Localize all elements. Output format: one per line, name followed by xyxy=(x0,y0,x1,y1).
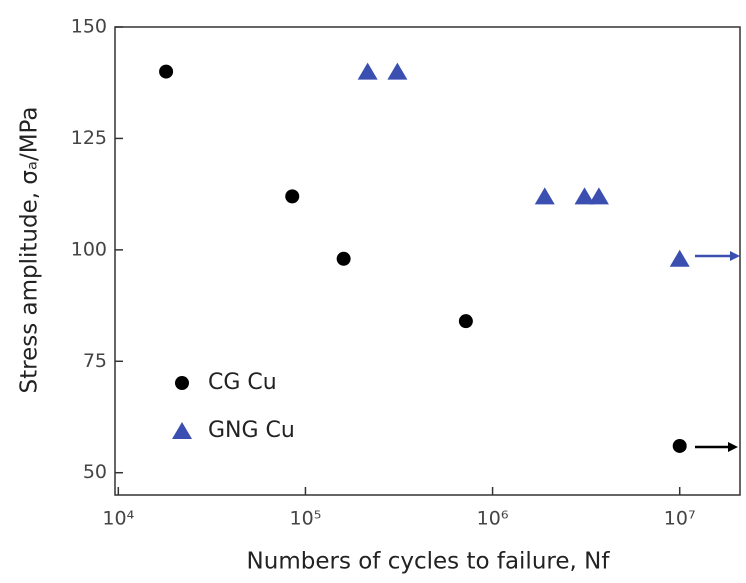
legend-marker xyxy=(175,376,189,390)
runout-arrows xyxy=(695,251,740,452)
circle-point xyxy=(458,314,473,329)
x-tick-label: 10⁴ xyxy=(102,508,134,530)
x-tick-label: 10⁵ xyxy=(290,508,322,530)
y-tick-label: 75 xyxy=(83,350,107,372)
legend-label: CG Cu xyxy=(208,370,277,395)
x-tick-label: 10⁷ xyxy=(664,508,696,530)
x-tick-label: 10⁶ xyxy=(477,508,509,530)
triangle-point xyxy=(534,187,555,205)
plot-frame xyxy=(114,26,741,496)
legend-label: GNG Cu xyxy=(208,418,295,443)
circle-point xyxy=(159,64,174,79)
y-tick-label: 125 xyxy=(71,127,107,149)
x-axis-label: Numbers of cycles to failure, Nf xyxy=(247,549,611,575)
circle-point xyxy=(672,438,687,453)
triangle-point xyxy=(588,187,609,205)
y-tick-label: 150 xyxy=(71,16,107,38)
circle-point xyxy=(336,251,351,266)
legend-marker xyxy=(172,422,192,439)
triangle-point xyxy=(387,62,408,80)
y-tick-label: 100 xyxy=(71,238,107,260)
circle-point xyxy=(285,189,300,204)
triangle-point xyxy=(357,62,378,80)
y-axis-label: Stress amplitude, σₐ/MPa xyxy=(17,107,43,394)
triangle-point xyxy=(669,249,690,267)
y-tick-label: 50 xyxy=(83,461,107,483)
triangle-point xyxy=(574,187,595,205)
